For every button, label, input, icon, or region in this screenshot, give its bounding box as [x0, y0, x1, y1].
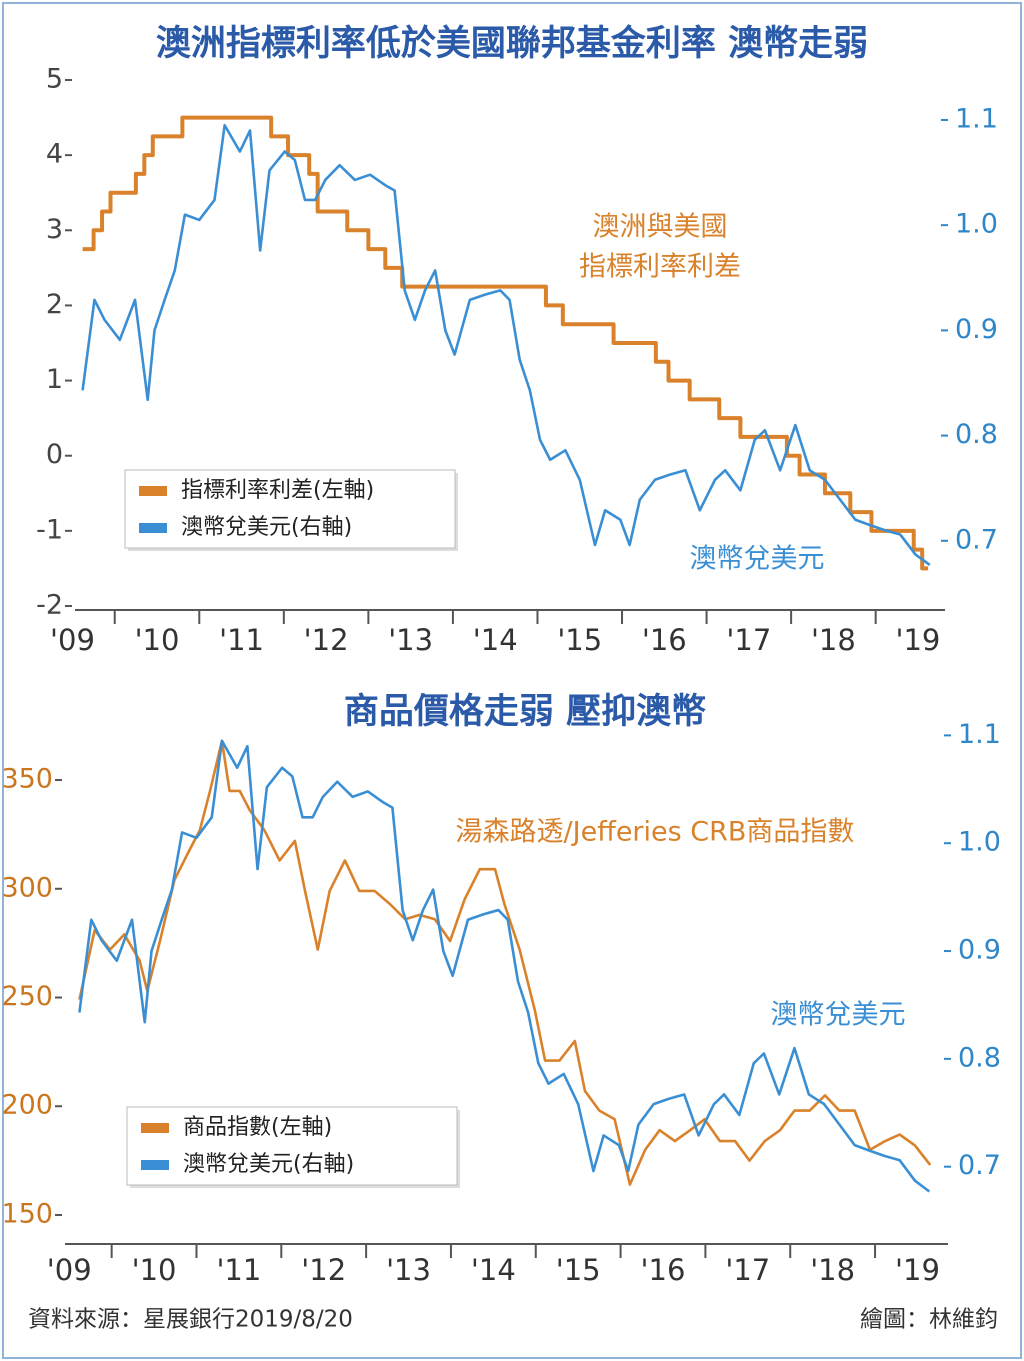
x-tick-label: '13	[388, 623, 433, 657]
legend-swatch	[139, 486, 167, 496]
legend-label: 商品指數(左軸)	[183, 1115, 332, 1140]
x-tick-label: '18	[810, 1253, 855, 1287]
y2-tick-label: 1.0	[955, 209, 998, 240]
series-line	[78, 739, 932, 1186]
y2-tick-label: 0.7	[955, 524, 998, 555]
x-tick-label: '12	[301, 1253, 346, 1287]
y-tick-label: 2	[46, 289, 63, 320]
subplot: 商品價格走弱 壓抑澳幣 150 200 250 300 350 0.7 0.8 0.9 1.0 1.…	[1, 692, 1001, 1287]
x-tick-label: '18	[811, 623, 856, 657]
annotation: 澳洲與美國	[593, 212, 728, 243]
y2-tick-label: 0.9	[958, 935, 1001, 966]
x-tick-label: '17	[725, 1253, 770, 1287]
x-tick-label: '11	[219, 623, 264, 657]
x-tick-label: '09	[50, 623, 95, 657]
annotation: 湯森路透/Jefferies CRB商品指數	[456, 817, 855, 848]
x-tick-label: '15	[557, 623, 602, 657]
y-tick-label: -1	[36, 514, 63, 545]
y-tick-label: 350	[1, 764, 53, 795]
subplot: 澳洲指標利率低於美國聯邦基金利率 澳幣走弱 -2 -1 0 1 2 3 4 5 0.7 0.8 0.9…	[36, 23, 998, 657]
annotation: 指標利率利差	[579, 252, 741, 283]
legend-label: 澳幣兌美元(右軸)	[181, 515, 352, 540]
y-tick-label: 150	[1, 1198, 53, 1229]
chart-title: 澳洲指標利率低於美國聯邦基金利率 澳幣走弱	[156, 23, 868, 64]
legend-swatch	[141, 1160, 169, 1170]
credit: 繪圖：林維鈞	[860, 1307, 998, 1333]
x-tick-label: '10	[135, 623, 180, 657]
legend-box	[124, 469, 456, 549]
y2-tick-label: 0.9	[955, 314, 998, 345]
annotation: 澳幣兌美元	[771, 1000, 906, 1031]
x-tick-label: '10	[132, 1253, 177, 1287]
x-tick-label: '17	[726, 623, 771, 657]
y-tick-label: 4	[46, 139, 63, 170]
y2-tick-label: 1.1	[955, 103, 998, 134]
series-line	[81, 123, 931, 567]
y2-tick-label: 1.1	[958, 719, 1001, 750]
x-tick-label: '11	[216, 1253, 261, 1287]
y2-tick-label: 0.8	[955, 419, 998, 450]
annotation: 澳幣兌美元	[690, 544, 825, 575]
y-tick-label: 1	[46, 364, 63, 395]
y-tick-label: -2	[36, 590, 63, 621]
x-tick-label: '13	[386, 1253, 431, 1287]
x-tick-label: '16	[642, 623, 687, 657]
x-tick-label: '19	[895, 1253, 940, 1287]
source: 資料來源：星展銀行2019/8/20	[28, 1307, 353, 1333]
series-line	[78, 739, 931, 1193]
series-line	[82, 115, 929, 571]
y-tick-label: 200	[1, 1090, 53, 1121]
x-tick-label: '15	[556, 1253, 601, 1287]
x-tick-label: '14	[473, 623, 518, 657]
y2-tick-label: 0.8	[958, 1042, 1001, 1073]
legend-swatch	[139, 523, 167, 533]
y2-tick-label: 1.0	[958, 827, 1001, 858]
x-tick-label: '16	[641, 1253, 686, 1287]
x-tick-label: '09	[47, 1253, 92, 1287]
y2-tick-label: 0.7	[958, 1150, 1001, 1181]
legend-label: 澳幣兌美元(右軸)	[183, 1152, 354, 1177]
legend-box	[126, 1106, 458, 1186]
x-tick-label: '14	[471, 1253, 516, 1287]
legend-label: 指標利率利差(左軸)	[181, 478, 374, 503]
y-tick-label: 0	[46, 439, 63, 470]
x-tick-label: '19	[896, 623, 941, 657]
y-tick-label: 250	[1, 981, 53, 1012]
y-tick-label: 3	[46, 214, 63, 245]
y-tick-label: 5	[46, 64, 63, 95]
y-tick-label: 300	[1, 872, 53, 903]
legend-swatch	[141, 1123, 169, 1133]
chart-title: 商品價格走弱 壓抑澳幣	[344, 692, 706, 732]
x-tick-label: '12	[304, 623, 349, 657]
